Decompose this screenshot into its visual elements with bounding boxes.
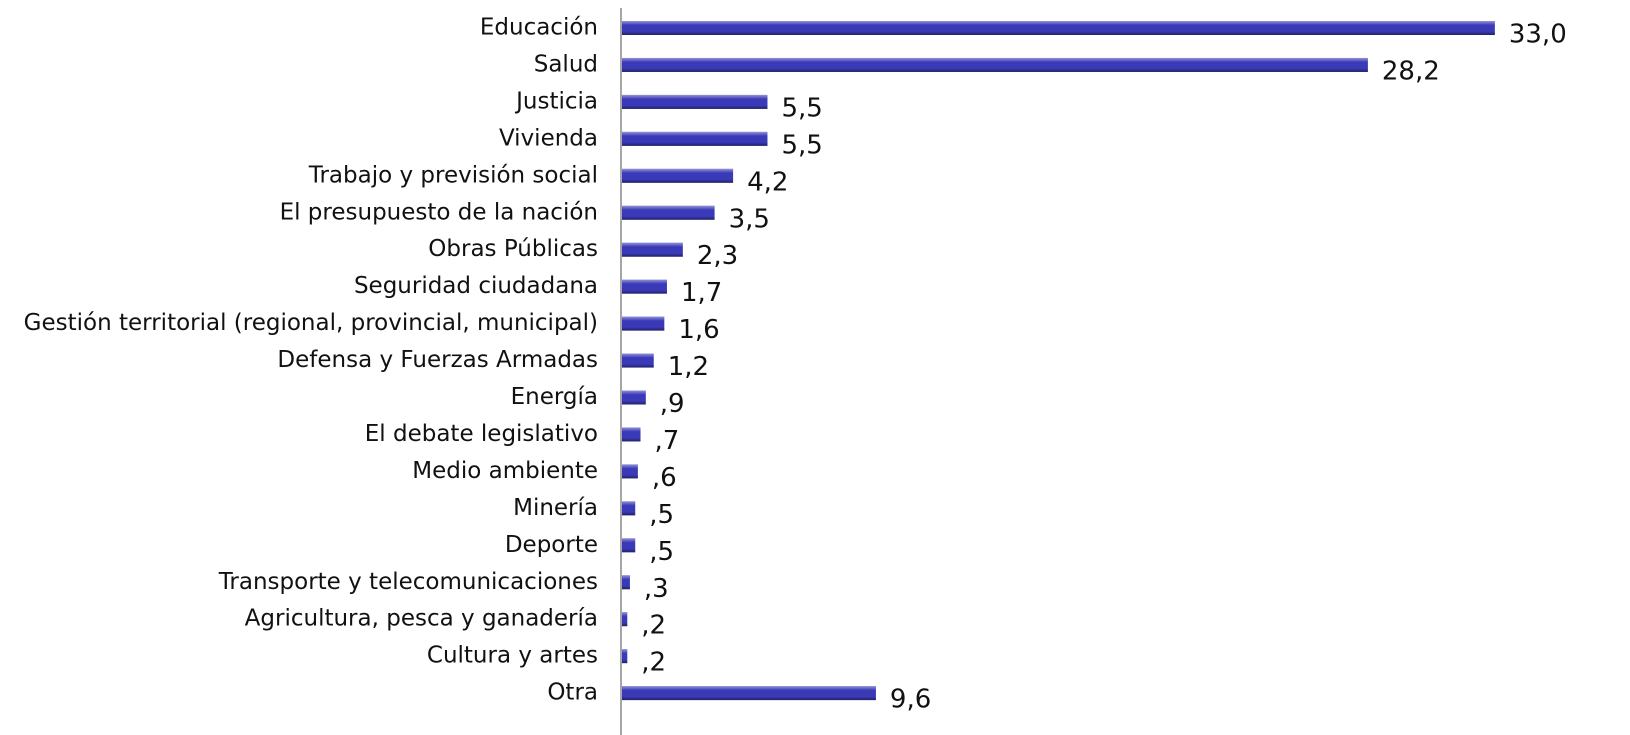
category-label: Educación: [480, 15, 598, 41]
data-label: 9,6: [890, 685, 931, 715]
category-label: Justicia: [514, 88, 598, 114]
category-label: Minería: [513, 495, 598, 521]
data-label: 1,2: [668, 352, 709, 382]
bar-shade: [622, 205, 715, 220]
category-label: Energía: [511, 384, 598, 410]
category-label: Medio ambiente: [412, 458, 598, 484]
category-label: Seguridad ciudadana: [354, 273, 598, 299]
bar-shade: [622, 57, 1368, 72]
data-label: 5,5: [781, 93, 822, 123]
bar-shade: [622, 168, 734, 183]
bar-shade: [622, 538, 636, 553]
data-label: 4,2: [747, 167, 788, 197]
bar-shade: [622, 131, 768, 146]
bar-shade: [622, 21, 1495, 35]
data-label: 1,7: [681, 278, 722, 308]
category-label: Gestión territorial (regional, provincia…: [24, 310, 598, 336]
bar-shade: [622, 94, 768, 109]
data-label: ,3: [644, 574, 669, 604]
bar-shade: [622, 279, 667, 294]
bar-shade: [622, 612, 628, 627]
category-label: Agricultura, pesca y ganadería: [245, 606, 598, 632]
data-label: 28,2: [1382, 56, 1440, 86]
data-label: ,7: [655, 426, 680, 456]
category-label: Salud: [534, 51, 598, 77]
category-label: Trabajo y previsión social: [308, 162, 598, 188]
data-label: 2,3: [697, 241, 738, 271]
bar-shade: [622, 242, 683, 257]
category-label: Obras Públicas: [428, 236, 598, 262]
bar-shade: [622, 501, 636, 516]
data-label: 33,0: [1509, 20, 1567, 50]
data-label: ,5: [649, 500, 674, 530]
bar-shade: [622, 649, 628, 664]
data-label: ,6: [652, 463, 677, 493]
data-label: 5,5: [781, 130, 822, 160]
data-label: ,9: [660, 389, 685, 419]
category-label: Deporte: [505, 532, 598, 558]
category-label: Cultura y artes: [427, 643, 598, 669]
category-label: El debate legislativo: [365, 421, 598, 447]
category-label: Transporte y telecomunicaciones: [218, 569, 598, 595]
data-label: ,2: [641, 648, 666, 678]
bar-shade: [622, 686, 876, 701]
data-label: ,2: [641, 611, 666, 641]
bar-shade: [622, 390, 646, 405]
category-label: Vivienda: [499, 125, 598, 151]
data-label: ,5: [649, 537, 674, 567]
bar-shade: [622, 427, 641, 442]
category-label: El presupuesto de la nación: [280, 199, 598, 225]
category-label: Defensa y Fuerzas Armadas: [277, 347, 598, 373]
data-label: 3,5: [729, 204, 770, 234]
bar-shade: [622, 575, 630, 590]
bar-shade: [622, 316, 665, 331]
data-label: 1,6: [678, 315, 719, 345]
bar-shade: [622, 464, 638, 479]
category-label: Otra: [547, 680, 598, 706]
bar-shade: [622, 353, 654, 368]
